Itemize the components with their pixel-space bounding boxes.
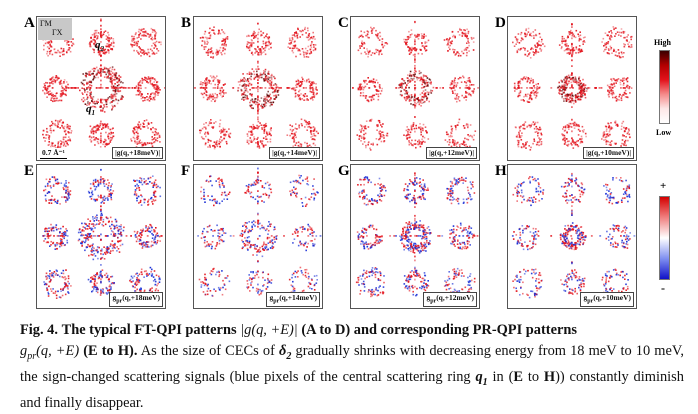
panel-letter-a: A	[24, 15, 35, 31]
caption-body3: in	[492, 368, 504, 385]
qpi-pattern	[355, 172, 479, 299]
colorbar-plus-label: +	[660, 180, 667, 192]
colorbar-intensity	[659, 50, 670, 124]
panel-letter-e: E	[24, 163, 35, 179]
caption-body1: As the size of CECs of	[140, 343, 275, 359]
caption-h-letter: H	[543, 368, 556, 385]
caption-body2: gradually shrinks with decreasing energy…	[20, 343, 684, 385]
caption-abs-g: |g(q, +E)|	[240, 322, 298, 338]
qpi-pattern	[194, 22, 319, 151]
caption-e-to-h: (E to H).	[83, 343, 138, 359]
qpi-pattern	[42, 168, 163, 299]
panel-f-energy-label: gpr(q,+14meV)	[266, 291, 320, 307]
q1-label: q1	[86, 103, 95, 118]
qpi-panel-d: |g(q,+10meV)|	[507, 16, 637, 161]
qpi-pattern	[352, 20, 479, 151]
colorbar-minus-label: -	[661, 281, 665, 295]
panel-d-energy-label: |g(q,+10meV)|	[583, 147, 634, 159]
prqpi-panel-g: gpr(q,+12meV)	[350, 164, 480, 309]
colorbar-sign	[659, 196, 670, 280]
qpi-pattern	[511, 172, 636, 299]
direction-indicator: ΓM ΓX	[38, 18, 72, 40]
panel-g-energy-label: gpr(q,+12meV)	[423, 291, 477, 307]
prqpi-panel-e: gpr(q,+18meV)	[36, 164, 166, 309]
panel-letter-g: G	[338, 163, 350, 179]
caption-e-letter: E	[513, 368, 523, 385]
caption-title-part1: The typical FT-QPI patterns	[61, 322, 237, 338]
qpi-panel-a: ΓM ΓX q2 q1 0.7 Å⁻¹ |g(q,+18meV)|	[36, 16, 166, 161]
colorbar-high-label: High	[654, 38, 671, 47]
panel-h-energy-label: gpr(q,+10meV)	[580, 291, 634, 307]
colorbar-low-label: Low	[656, 128, 672, 137]
caption-fig-label: Fig. 4.	[20, 322, 58, 338]
scale-bar-label: 0.7 Å⁻¹	[40, 148, 67, 159]
panel-letter-d: D	[495, 15, 506, 31]
qpi-panel-c: |g(q,+12meV)|	[350, 16, 480, 161]
caption-q1: q1	[475, 368, 488, 388]
panel-letter-h: H	[495, 163, 507, 179]
caption-body4: )) constantly diminish and finally disap…	[20, 368, 684, 411]
figure: A ΓM ΓX q2 q1 0.7 Å⁻¹ |g(q,+18meV)| B |g…	[24, 15, 672, 309]
figure-caption: Fig. 4. The typical FT-QPI patterns |g(q…	[20, 320, 684, 414]
direction-gx-label: ΓX	[52, 28, 63, 37]
direction-gm-label: ΓM	[40, 19, 52, 28]
prqpi-panel-f: gpr(q,+14meV)	[193, 164, 323, 309]
prqpi-panel-h: gpr(q,+10meV)	[507, 164, 637, 309]
caption-gpr: gpr(q, +E)	[20, 343, 80, 362]
caption-paren-open: (	[508, 368, 514, 385]
caption-delta: δ2	[279, 343, 292, 362]
qpi-pattern	[197, 167, 322, 298]
panel-c-energy-label: |g(q,+12meV)|	[426, 147, 477, 159]
q2-label: q2	[95, 39, 104, 54]
caption-to-word: to	[527, 368, 540, 385]
panel-letter-c: C	[338, 15, 349, 31]
caption-title-part2: and corresponding PR-QPI patterns	[353, 322, 577, 338]
panel-e-energy-label: gpr(q,+18meV)	[109, 291, 163, 307]
panel-a-energy-label: |g(q,+18meV)|	[112, 147, 163, 159]
panel-b-energy-label: |g(q,+14meV)|	[269, 147, 320, 159]
qpi-pattern	[512, 23, 633, 151]
panel-letter-b: B	[181, 15, 192, 31]
qpi-panel-b: |g(q,+14meV)|	[193, 16, 323, 161]
caption-a-to-d: (A to D)	[301, 322, 351, 338]
panel-letter-f: F	[181, 163, 191, 179]
